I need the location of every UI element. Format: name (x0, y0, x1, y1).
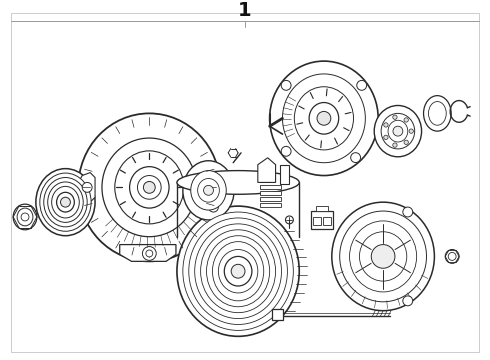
Bar (311, 211, 333, 229)
Ellipse shape (349, 221, 416, 292)
Ellipse shape (177, 171, 299, 194)
Bar (316, 206, 328, 211)
Ellipse shape (78, 113, 221, 261)
Circle shape (209, 202, 219, 212)
Ellipse shape (189, 218, 288, 324)
Circle shape (404, 140, 408, 144)
Ellipse shape (177, 206, 299, 336)
Text: 1: 1 (238, 1, 252, 20)
Circle shape (203, 185, 214, 195)
Circle shape (393, 126, 403, 136)
Bar (323, 217, 331, 225)
Circle shape (384, 135, 388, 140)
Ellipse shape (36, 168, 95, 236)
Circle shape (281, 80, 291, 90)
Ellipse shape (360, 232, 407, 281)
Ellipse shape (309, 103, 339, 134)
Ellipse shape (197, 179, 220, 202)
Polygon shape (271, 309, 284, 320)
Ellipse shape (129, 167, 169, 208)
Bar (260, 191, 281, 195)
Ellipse shape (17, 208, 33, 226)
Circle shape (281, 147, 291, 156)
Ellipse shape (270, 61, 378, 176)
Circle shape (351, 153, 361, 163)
Ellipse shape (428, 102, 446, 125)
Ellipse shape (282, 74, 366, 163)
Ellipse shape (102, 138, 196, 237)
Bar (260, 203, 281, 207)
Bar (260, 185, 281, 189)
Polygon shape (78, 172, 95, 202)
Circle shape (393, 115, 397, 120)
Ellipse shape (200, 230, 275, 312)
Circle shape (403, 207, 413, 217)
Ellipse shape (56, 192, 74, 212)
Ellipse shape (219, 249, 258, 293)
Ellipse shape (388, 120, 408, 142)
Ellipse shape (138, 176, 161, 199)
Ellipse shape (40, 173, 91, 231)
Circle shape (61, 197, 71, 207)
Circle shape (357, 80, 367, 90)
Ellipse shape (294, 87, 353, 150)
Circle shape (371, 244, 395, 268)
Circle shape (384, 123, 388, 127)
Circle shape (231, 264, 245, 278)
Ellipse shape (183, 212, 294, 330)
Ellipse shape (381, 113, 415, 149)
Circle shape (21, 213, 29, 221)
Bar (313, 217, 321, 225)
Polygon shape (258, 158, 275, 183)
Ellipse shape (44, 177, 87, 227)
Ellipse shape (213, 242, 264, 301)
Circle shape (448, 252, 456, 260)
Ellipse shape (332, 202, 435, 311)
Ellipse shape (340, 211, 426, 302)
Circle shape (143, 247, 156, 260)
Circle shape (403, 296, 413, 306)
Ellipse shape (13, 204, 37, 230)
Ellipse shape (183, 161, 234, 220)
Ellipse shape (374, 105, 421, 157)
Circle shape (144, 181, 155, 193)
Circle shape (409, 129, 414, 133)
Circle shape (146, 250, 153, 257)
Ellipse shape (51, 186, 79, 218)
Bar (260, 197, 281, 201)
Ellipse shape (115, 151, 184, 224)
Polygon shape (279, 165, 290, 184)
Circle shape (82, 183, 92, 192)
Ellipse shape (423, 96, 451, 131)
Ellipse shape (206, 236, 270, 307)
Circle shape (317, 111, 331, 125)
Ellipse shape (191, 171, 226, 210)
Ellipse shape (195, 224, 281, 319)
Circle shape (445, 249, 459, 263)
Circle shape (393, 143, 397, 147)
Ellipse shape (48, 182, 83, 222)
Polygon shape (120, 244, 176, 261)
Circle shape (404, 118, 408, 122)
Ellipse shape (224, 256, 252, 286)
Circle shape (286, 216, 294, 224)
